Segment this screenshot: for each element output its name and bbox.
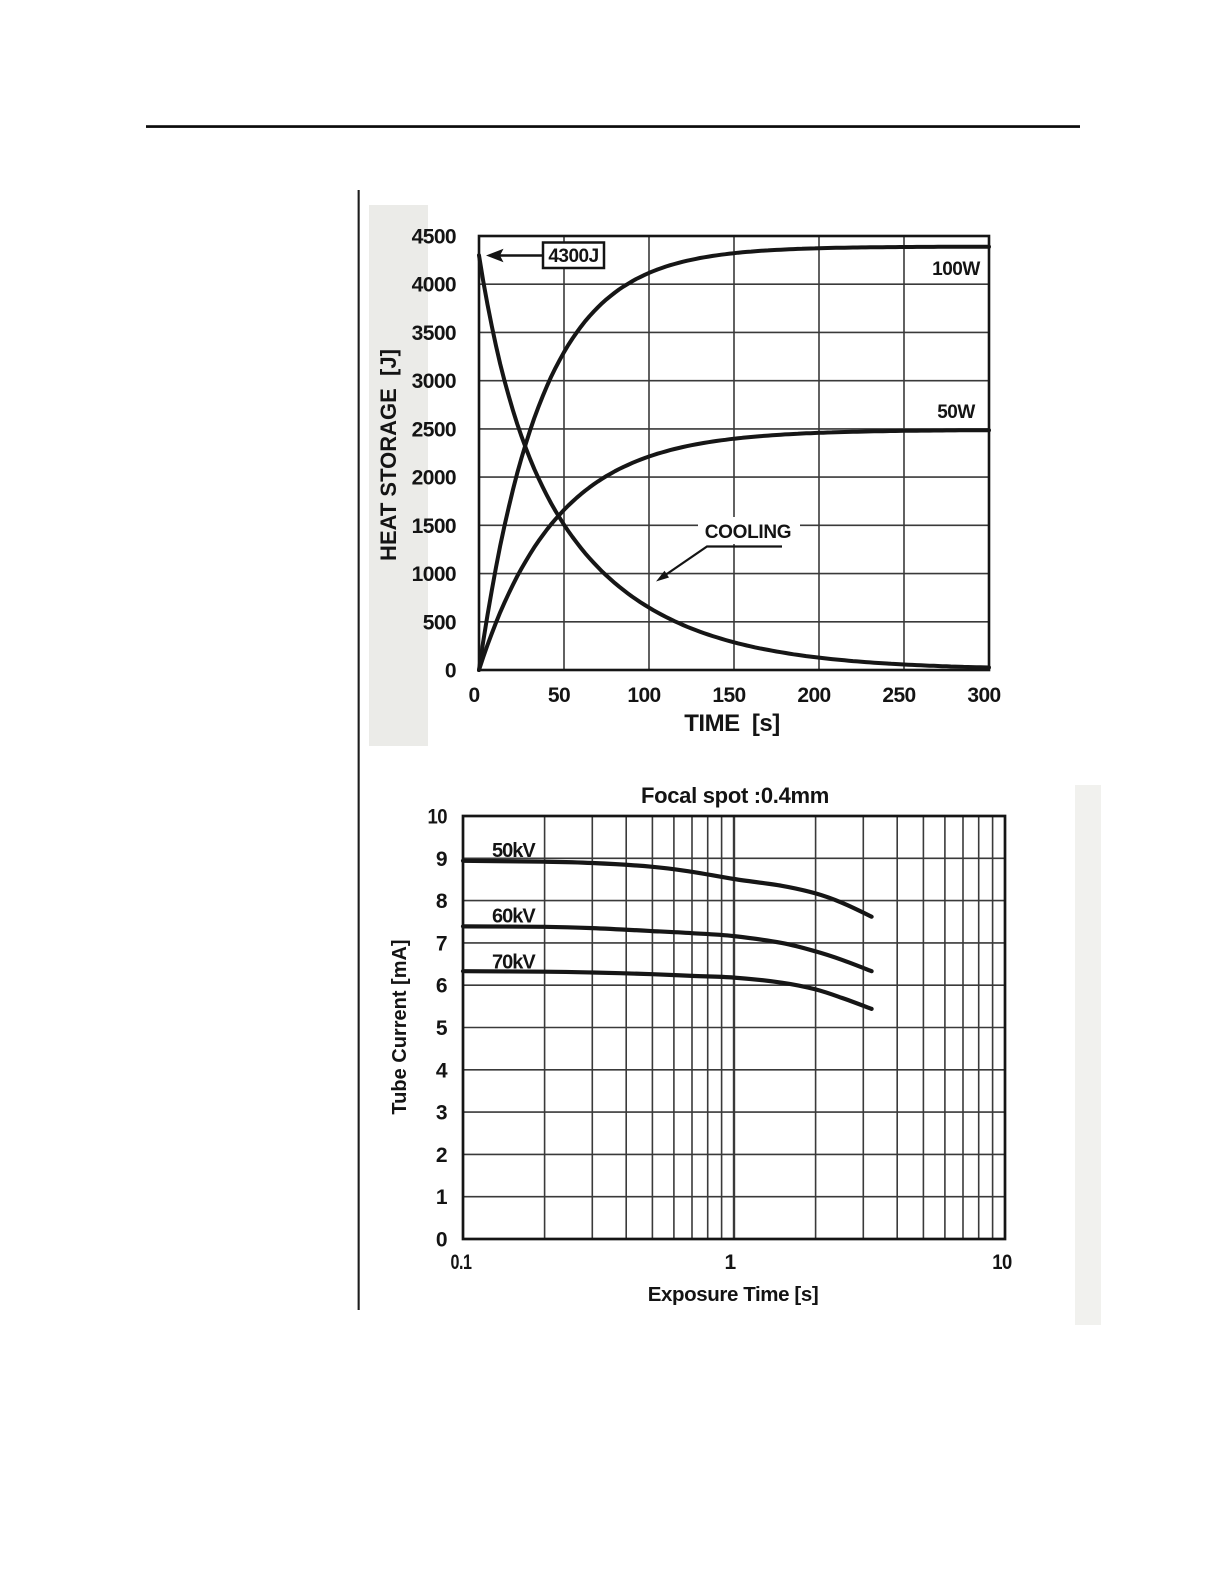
svg-text:50: 50 xyxy=(548,684,570,707)
svg-text:Tube Current [mA]: Tube Current [mA] xyxy=(389,939,411,1114)
svg-text:9: 9 xyxy=(436,848,447,871)
svg-text:Focal spot :0.4mm: Focal spot :0.4mm xyxy=(641,783,829,808)
svg-text:0: 0 xyxy=(436,1229,447,1252)
svg-text:2000: 2000 xyxy=(412,467,456,490)
svg-text:200: 200 xyxy=(797,684,830,707)
svg-text:5: 5 xyxy=(436,1017,448,1040)
svg-text:7: 7 xyxy=(436,932,447,955)
svg-text:0: 0 xyxy=(468,684,479,707)
svg-text:4: 4 xyxy=(436,1059,448,1082)
svg-text:3500: 3500 xyxy=(412,322,456,345)
svg-text:10: 10 xyxy=(992,1251,1012,1274)
svg-text:6: 6 xyxy=(436,975,447,998)
svg-text:50kV: 50kV xyxy=(492,840,536,862)
svg-text:60kV: 60kV xyxy=(492,906,536,928)
svg-text:TIME [s]: TIME [s] xyxy=(684,710,780,737)
svg-text:HEAT STORAGE [J]: HEAT STORAGE [J] xyxy=(376,349,401,561)
svg-text:8: 8 xyxy=(436,890,448,913)
svg-text:2500: 2500 xyxy=(412,418,456,441)
svg-text:3000: 3000 xyxy=(412,370,456,393)
svg-text:1500: 1500 xyxy=(412,515,456,538)
svg-text:0.1: 0.1 xyxy=(451,1251,473,1274)
svg-text:1: 1 xyxy=(436,1186,448,1209)
svg-text:4300J: 4300J xyxy=(548,246,598,267)
svg-text:4000: 4000 xyxy=(412,274,456,297)
svg-text:3: 3 xyxy=(436,1102,447,1125)
svg-text:500: 500 xyxy=(423,611,456,634)
svg-text:1000: 1000 xyxy=(412,563,456,586)
svg-text:250: 250 xyxy=(882,684,915,707)
svg-text:50W: 50W xyxy=(937,402,975,423)
svg-text:100: 100 xyxy=(627,684,660,707)
svg-text:300: 300 xyxy=(967,684,1000,707)
svg-text:10: 10 xyxy=(428,806,448,829)
svg-text:4500: 4500 xyxy=(412,226,456,249)
svg-text:150: 150 xyxy=(712,684,745,707)
svg-text:Exposure Time [s]: Exposure Time [s] xyxy=(648,1283,819,1306)
svg-text:0: 0 xyxy=(445,660,456,683)
svg-text:1: 1 xyxy=(724,1251,736,1274)
svg-text:COOLING: COOLING xyxy=(705,522,792,543)
svg-text:70kV: 70kV xyxy=(492,952,536,974)
svg-text:2: 2 xyxy=(436,1144,447,1167)
svg-text:100W: 100W xyxy=(932,259,980,280)
